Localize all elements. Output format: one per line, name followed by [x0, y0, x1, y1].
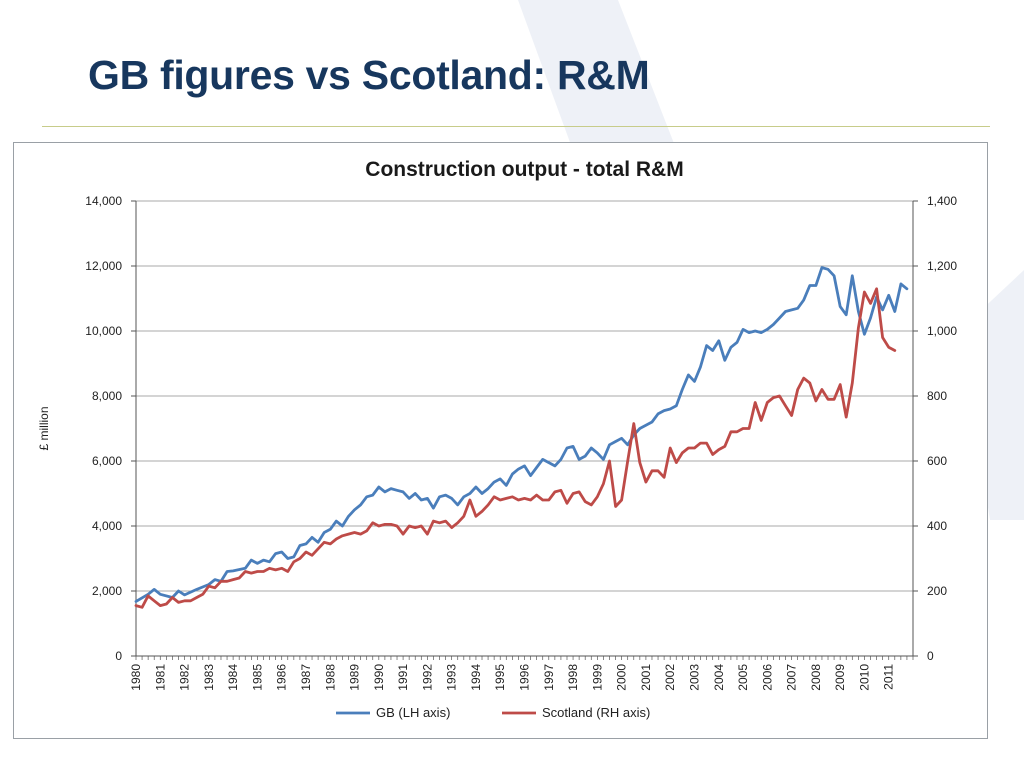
right-tick-label: 400 — [927, 519, 947, 533]
x-tick-label: 2011 — [882, 664, 896, 690]
x-tick-label: 2007 — [785, 664, 799, 691]
x-tick-label: 1995 — [493, 664, 507, 691]
x-tick-label: 1998 — [566, 664, 580, 691]
legend-label-scotland: Scotland (RH axis) — [542, 705, 650, 720]
construction-output-chart: Construction output - total R&M 0 0 2,000 20… — [37, 158, 957, 720]
right-tick-label: 600 — [927, 454, 947, 468]
x-tick-label: 1990 — [372, 664, 386, 691]
x-tick-label: 2001 — [639, 664, 653, 691]
x-tick-label: 1991 — [396, 664, 410, 691]
title-divider — [42, 126, 990, 127]
x-tick-label: 1984 — [226, 664, 240, 691]
x-tick-label: 1994 — [469, 664, 483, 691]
x-tick-label: 1988 — [323, 664, 337, 691]
right-tick-label: 1,400 — [927, 194, 957, 208]
legend-label-gb: GB (LH axis) — [376, 705, 450, 720]
chart-title: Construction output - total R&M — [365, 158, 683, 181]
left-tick-label: 6,000 — [92, 454, 122, 468]
x-tick-label: 2003 — [687, 664, 701, 691]
x-tick-label: 2005 — [736, 664, 750, 691]
x-tick-label: 1983 — [202, 664, 216, 691]
chart-frame: Construction output - total R&M 0 0 2,000 20… — [13, 142, 988, 739]
x-tick-label: 2009 — [833, 664, 847, 691]
x-tick-label: 2000 — [615, 664, 629, 691]
right-tick-label: 1,200 — [927, 259, 957, 273]
left-tick-label: 12,000 — [85, 259, 122, 273]
x-tick-label: 2004 — [712, 664, 726, 691]
x-tick-label: 1996 — [518, 664, 532, 691]
left-tick-label: 14,000 — [85, 194, 122, 208]
x-tick-label: 1999 — [590, 664, 604, 691]
x-tick-label: 1986 — [275, 664, 289, 691]
left-tick-label: 4,000 — [92, 519, 122, 533]
x-tick-label: 2006 — [760, 664, 774, 691]
x-tick-label: 2010 — [857, 664, 871, 691]
x-tick-label: 1997 — [542, 664, 556, 691]
left-tick-label: 8,000 — [92, 389, 122, 403]
right-tick-label: 0 — [927, 649, 934, 663]
scotland-series-line — [134, 287, 897, 609]
x-tick-label: 1992 — [420, 664, 434, 691]
gb-series-line — [134, 266, 909, 603]
x-tick-label: 1987 — [299, 664, 313, 691]
x-tick-label: 1980 — [129, 664, 143, 691]
x-tick-label: 1981 — [153, 664, 167, 691]
x-tick-label: 1982 — [178, 664, 192, 691]
x-tick-label: 2008 — [809, 664, 823, 691]
x-tick-label: 1993 — [445, 664, 459, 691]
x-tick-label: 1985 — [250, 664, 264, 691]
left-tick-label: 2,000 — [92, 584, 122, 598]
x-tick-label: 1989 — [348, 664, 362, 691]
left-tick-label: 0 — [115, 649, 122, 663]
x-tick-label: 2002 — [663, 664, 677, 691]
y-axis-label: £ million — [37, 406, 51, 450]
right-tick-label: 200 — [927, 584, 947, 598]
right-tick-label: 1,000 — [927, 324, 957, 338]
slide-title: GB figures vs Scotland: R&M — [88, 52, 650, 98]
right-tick-label: 800 — [927, 389, 947, 403]
left-tick-label: 10,000 — [85, 324, 122, 338]
